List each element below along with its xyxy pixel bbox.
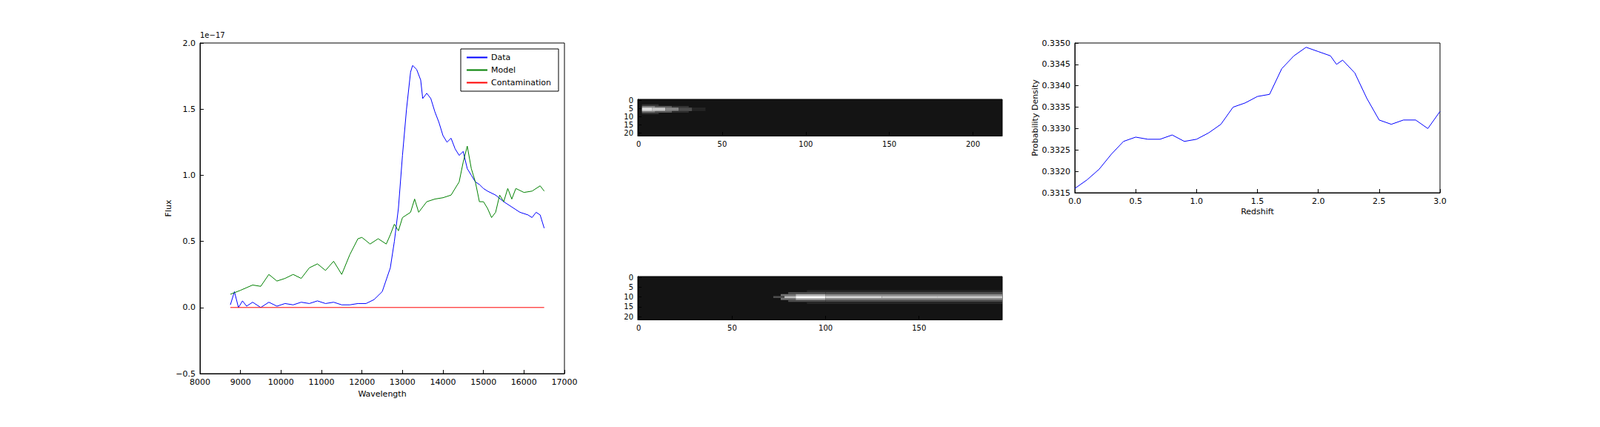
svg-text:0.3330: 0.3330 [1042,123,1072,134]
svg-text:Contamination: Contamination [491,77,552,88]
svg-text:2.0: 2.0 [182,38,197,49]
svg-text:17000: 17000 [551,377,578,387]
svg-text:0.0: 0.0 [1068,196,1082,206]
svg-text:0.3350: 0.3350 [1042,38,1072,49]
svg-text:1.0: 1.0 [182,170,197,180]
svg-text:200: 200 [965,140,980,149]
svg-text:8000: 8000 [189,377,211,387]
svg-text:0.3335: 0.3335 [1042,102,1072,112]
svg-text:5: 5 [628,104,634,113]
svg-text:15: 15 [623,302,634,311]
svg-text:15: 15 [623,120,634,129]
svg-text:−0.5: −0.5 [175,368,196,379]
svg-text:13000: 13000 [389,377,416,387]
svg-text:1.5: 1.5 [1251,196,1265,206]
svg-text:0.5: 0.5 [182,236,197,246]
svg-text:0.0: 0.0 [182,302,197,312]
svg-text:Probability Density: Probability Density [1030,79,1040,157]
svg-text:1e−17: 1e−17 [200,31,226,40]
svg-text:0.3345: 0.3345 [1042,59,1072,69]
svg-text:0.3315: 0.3315 [1042,188,1072,198]
svg-text:15000: 15000 [470,377,497,387]
svg-text:Flux: Flux [163,199,174,217]
svg-text:Data: Data [491,52,511,63]
svg-text:Model: Model [491,65,516,75]
svg-text:100: 100 [818,323,833,332]
svg-text:0.3340: 0.3340 [1042,80,1072,91]
svg-text:10: 10 [623,112,634,121]
svg-text:3.0: 3.0 [1433,196,1447,206]
svg-text:14000: 14000 [430,377,457,387]
svg-text:1.0: 1.0 [1190,196,1204,206]
svg-text:Redshift: Redshift [1240,206,1275,217]
svg-text:0.3325: 0.3325 [1042,145,1072,155]
svg-text:0: 0 [628,273,634,282]
svg-text:100: 100 [798,140,813,149]
svg-text:20: 20 [623,128,634,138]
svg-text:50: 50 [727,323,738,332]
svg-text:10000: 10000 [268,377,295,387]
svg-text:0.5: 0.5 [1128,196,1143,206]
svg-text:150: 150 [911,323,926,332]
svg-text:Wavelength: Wavelength [357,388,406,399]
svg-text:2.5: 2.5 [1372,196,1386,206]
svg-text:150: 150 [882,140,897,149]
svg-text:16000: 16000 [511,377,538,387]
svg-text:0: 0 [636,140,641,149]
svg-text:20: 20 [623,312,634,321]
svg-text:50: 50 [717,140,728,149]
svg-text:10: 10 [623,292,634,301]
svg-text:2.0: 2.0 [1311,196,1326,206]
svg-text:0: 0 [628,96,634,105]
svg-text:12000: 12000 [348,377,375,387]
svg-text:1.5: 1.5 [182,104,197,115]
svg-text:0: 0 [636,323,641,332]
svg-text:9000: 9000 [230,377,252,387]
svg-text:5: 5 [628,282,634,292]
svg-text:0.3320: 0.3320 [1042,166,1072,177]
svg-text:11000: 11000 [308,377,335,387]
